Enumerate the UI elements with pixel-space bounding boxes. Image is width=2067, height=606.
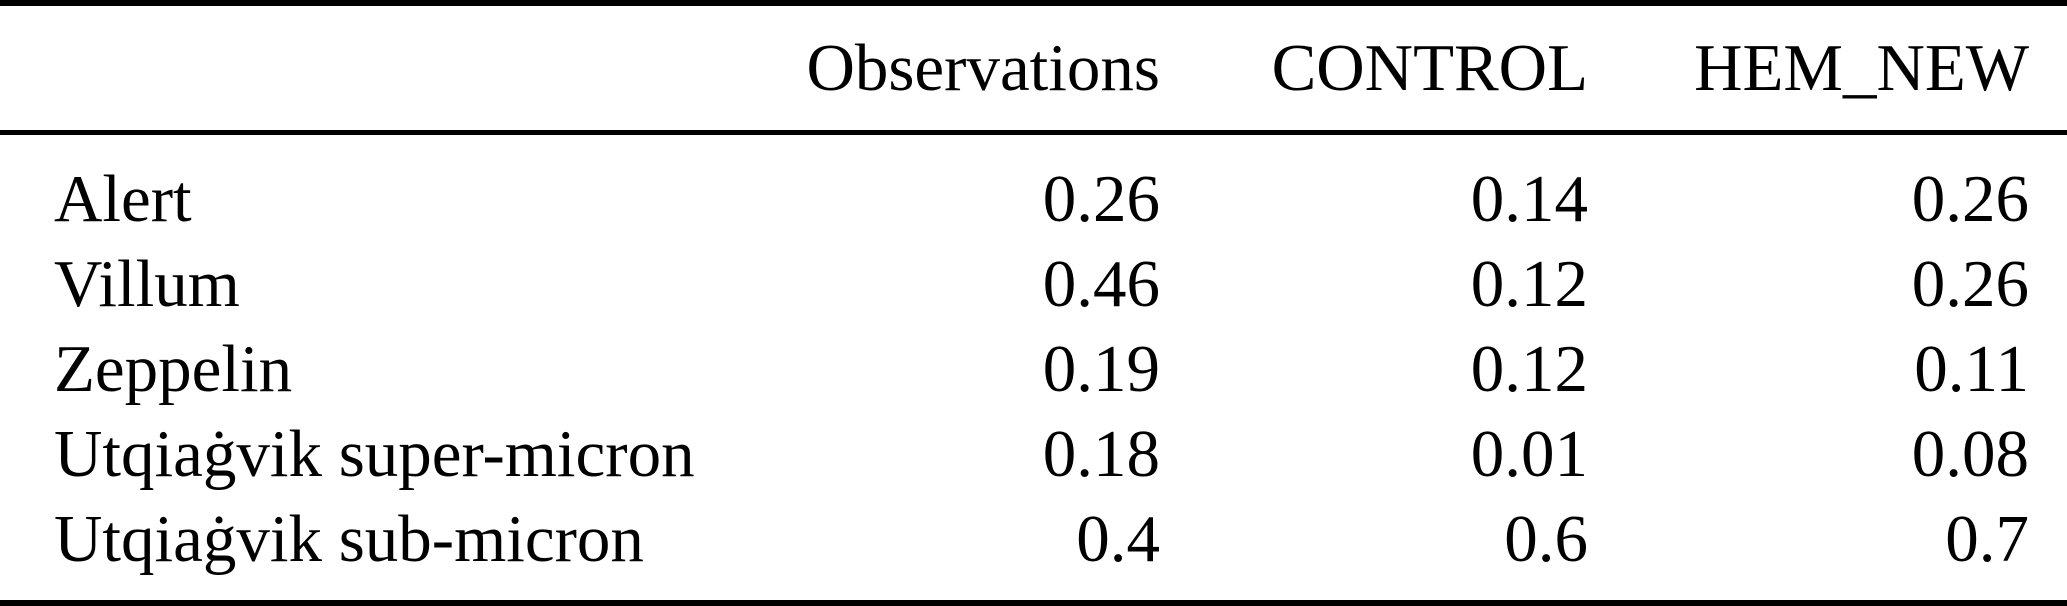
value-cell: 0.01 bbox=[1470, 417, 1588, 491]
value-cell: 0.18 bbox=[1042, 417, 1160, 491]
row-label: Utqiaġvik sub-micron bbox=[54, 502, 644, 576]
value-cell: 0.6 bbox=[1504, 502, 1588, 576]
value-cell: 0.26 bbox=[1042, 162, 1160, 236]
value-cell: 0.12 bbox=[1470, 332, 1588, 406]
header-empty-cell bbox=[0, 3, 740, 135]
value-cell: 0.26 bbox=[1911, 162, 2029, 236]
value-cell: 0.7 bbox=[1945, 502, 2029, 576]
value-cell: 0.08 bbox=[1911, 417, 2029, 491]
value-cell: 0.26 bbox=[1911, 247, 2029, 321]
value-cell: 0.14 bbox=[1470, 162, 1588, 236]
table-row: Alert 0.26 0.14 0.26 bbox=[0, 133, 2067, 243]
table-row: Utqiaġvik super-micron 0.18 0.01 0.08 bbox=[0, 412, 2067, 497]
row-label: Zeppelin bbox=[54, 332, 293, 406]
value-cell: 0.12 bbox=[1470, 247, 1588, 321]
row-label: Alert bbox=[54, 162, 192, 236]
header-hem-new: HEM_NEW bbox=[1588, 3, 2067, 135]
table-body: Alert 0.26 0.14 0.26 Villum 0.46 0.12 0.… bbox=[0, 133, 2067, 604]
table-row: Utqiaġvik sub-micron 0.4 0.6 0.7 bbox=[0, 497, 2067, 603]
value-cell: 0.46 bbox=[1042, 247, 1160, 321]
value-cell: 0.11 bbox=[1914, 332, 2029, 406]
table-row: Zeppelin 0.19 0.12 0.11 bbox=[0, 327, 2067, 412]
value-cell: 0.19 bbox=[1042, 332, 1160, 406]
row-label: Utqiaġvik super-micron bbox=[54, 417, 695, 491]
table-header: Observations CONTROL HEM_NEW bbox=[0, 3, 2067, 135]
header-row: Observations CONTROL HEM_NEW bbox=[0, 3, 2067, 135]
row-label: Villum bbox=[54, 247, 240, 321]
table-row: Villum 0.46 0.12 0.26 bbox=[0, 242, 2067, 327]
header-observations: Observations bbox=[740, 3, 1160, 135]
header-control: CONTROL bbox=[1160, 3, 1588, 135]
value-cell: 0.4 bbox=[1076, 502, 1160, 576]
